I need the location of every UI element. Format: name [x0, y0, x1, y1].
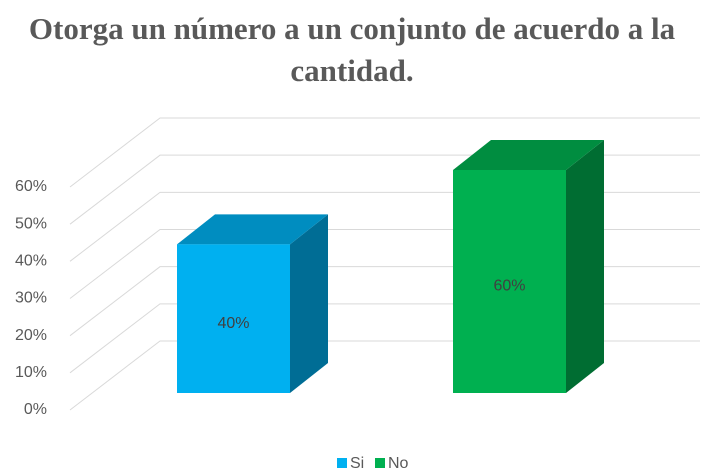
bar — [177, 244, 290, 393]
bar — [453, 170, 566, 393]
y-tick-label: 40% — [15, 253, 47, 270]
grid-line — [69, 117, 700, 188]
grid-line — [69, 303, 700, 374]
y-tick-label: 30% — [15, 290, 47, 307]
legend-label: Si — [350, 455, 364, 471]
grid-line — [69, 266, 700, 337]
grid-line — [69, 340, 700, 411]
y-tick-label: 20% — [15, 327, 47, 344]
grid-line — [69, 154, 700, 225]
y-tick-label: 60% — [15, 178, 47, 195]
y-tick-label: 10% — [15, 364, 47, 381]
legend-label: No — [388, 455, 409, 471]
bar-top — [177, 214, 328, 245]
grid-line — [69, 191, 700, 262]
bar-side — [290, 214, 328, 393]
chart-title: Otorga un número a un conjunto de acuerd… — [28, 11, 676, 88]
y-tick-label: 50% — [15, 215, 47, 232]
bar-top — [453, 140, 604, 170]
data-label: 60% — [493, 278, 525, 295]
grid-line — [69, 229, 700, 299]
legend-swatch — [375, 458, 385, 468]
legend-swatch — [337, 458, 347, 468]
bar-side — [566, 140, 604, 393]
data-label: 40% — [217, 315, 249, 332]
y-tick-label: 0% — [24, 401, 47, 418]
